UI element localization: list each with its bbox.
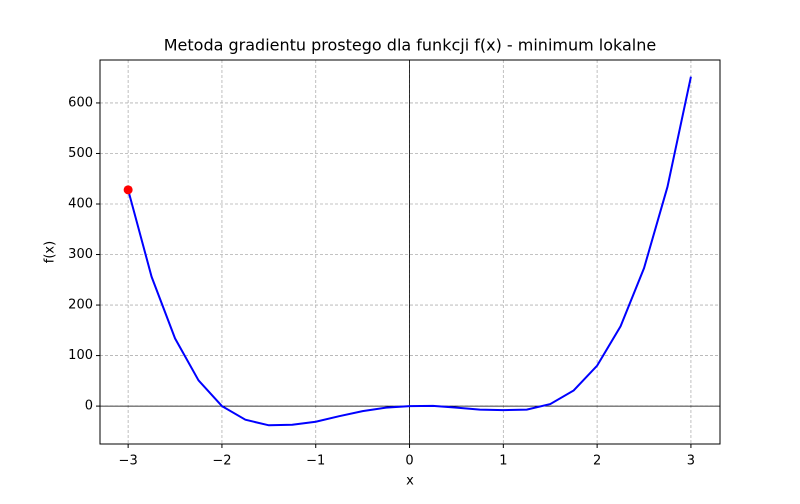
y-tick-label: 500 <box>68 146 93 161</box>
y-tick-label: 400 <box>68 197 93 212</box>
x-tick-label: −2 <box>212 454 231 469</box>
x-tick-label: 0 <box>405 454 413 469</box>
data-line <box>127 76 692 427</box>
y-tick-label: 100 <box>68 348 93 363</box>
x-tick-label: 2 <box>593 454 601 469</box>
chart-title: Metoda gradientu prostego dla funkcji f(… <box>164 36 656 55</box>
y-tick-label: 300 <box>68 247 93 262</box>
x-axis-label: x <box>406 474 414 489</box>
x-tick-label: −1 <box>306 454 325 469</box>
y-tick-label: 600 <box>68 95 93 110</box>
y-tick-label: 0 <box>85 399 93 414</box>
x-tick-label: 1 <box>499 454 507 469</box>
y-axis-label: f(x) <box>43 241 58 263</box>
y-tick-label: 200 <box>68 298 93 313</box>
point <box>123 185 133 195</box>
plot-frame <box>99 59 721 445</box>
x-tick-label: −3 <box>119 454 138 469</box>
x-tick-label: 3 <box>687 454 695 469</box>
